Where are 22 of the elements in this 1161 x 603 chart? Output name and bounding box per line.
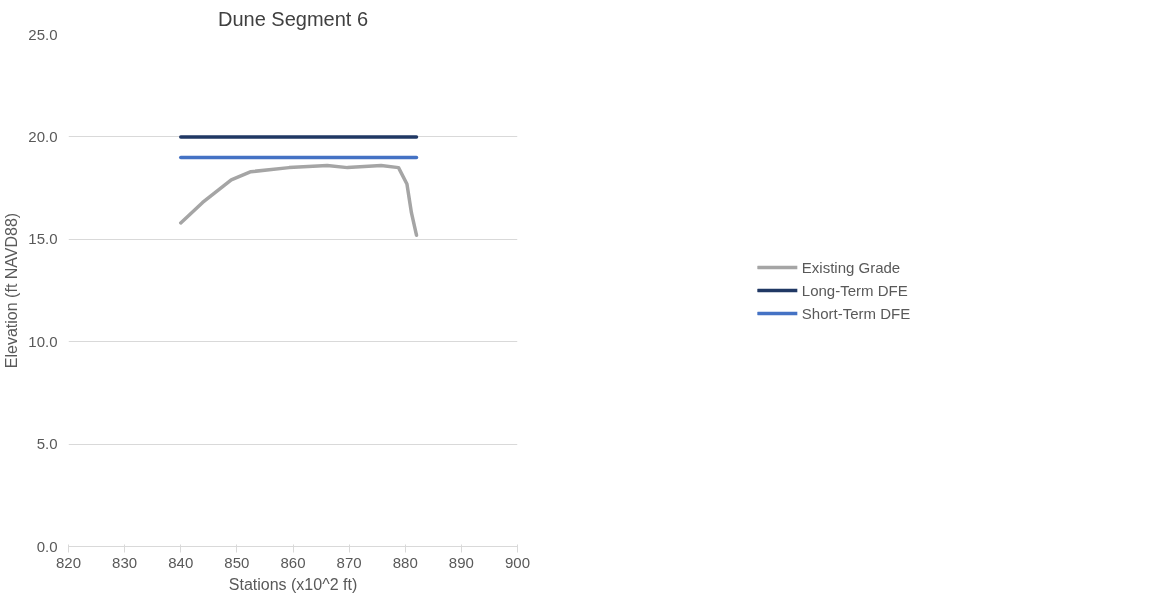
x-tick-label: 820	[55, 553, 82, 571]
y-tick-label: 5.0	[36, 435, 58, 453]
x-tick-label: 890	[448, 553, 474, 571]
legend-label: Existing Grade	[801, 258, 901, 276]
x-tick-label: 830	[112, 553, 138, 571]
x-tick-label: 880	[392, 553, 418, 571]
chart-title: Dune Segment 6	[217, 7, 369, 30]
x-tick-label: 840	[168, 553, 194, 571]
y-tick-label: 0.0	[36, 537, 58, 555]
x-tick-label: 850	[224, 553, 250, 571]
x-tick-label: 860	[280, 553, 306, 571]
y-tick-label: 20.0	[28, 127, 58, 145]
legend-label: Short-Term DFE	[801, 304, 911, 322]
y-axis-title: Elevation (ft NAVD88)	[3, 212, 21, 369]
legend-label: Long-Term DFE	[801, 281, 908, 299]
y-tick-label: 25.0	[28, 25, 58, 43]
x-axis-title: Stations (x10^2 ft)	[228, 575, 358, 593]
line-series	[179, 163, 419, 237]
y-tick-label: 15.0	[28, 230, 58, 248]
x-tick-label: 870	[336, 553, 362, 571]
y-tick-label: 10.0	[28, 332, 58, 350]
x-tick-label: 900	[504, 553, 531, 571]
